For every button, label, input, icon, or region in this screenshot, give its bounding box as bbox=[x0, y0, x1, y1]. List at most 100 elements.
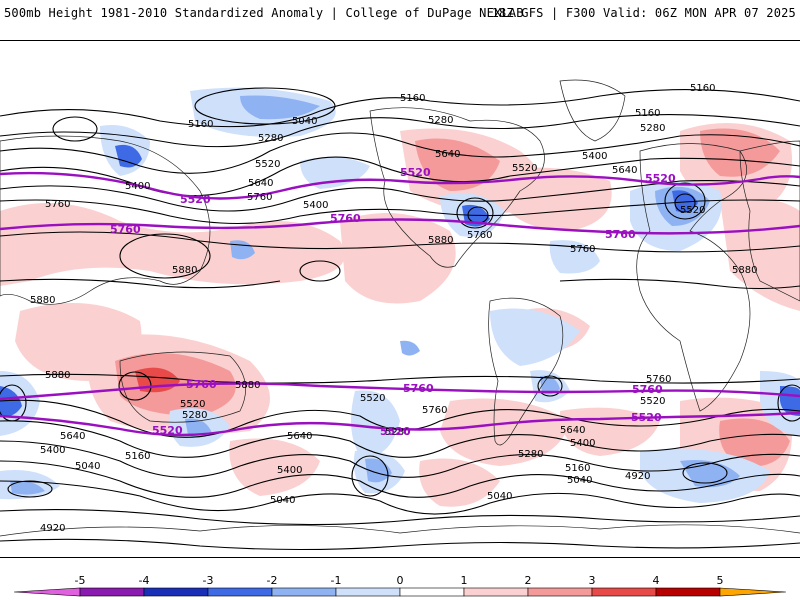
colorbar-swatch bbox=[399, 587, 465, 597]
colorbar-tick-label: -2 bbox=[267, 574, 278, 587]
contour-label: 5400 bbox=[570, 438, 595, 449]
contour-label: 5160 bbox=[188, 119, 213, 130]
contour-line bbox=[0, 180, 800, 212]
anomaly-fill bbox=[500, 167, 612, 231]
contour-label: 5040 bbox=[75, 461, 100, 472]
colorbar-swatch bbox=[79, 587, 145, 597]
coastline bbox=[0, 524, 800, 537]
coastline bbox=[119, 351, 246, 423]
contour-label: 5880 bbox=[428, 235, 453, 246]
contour-label: 5640 bbox=[435, 149, 460, 160]
colorbar-tick-label: 5 bbox=[717, 574, 724, 587]
anomaly-fill bbox=[419, 458, 500, 507]
coastline bbox=[0, 135, 211, 305]
contour-closed bbox=[777, 384, 800, 422]
contour-closed bbox=[351, 455, 389, 497]
anomaly-fill bbox=[549, 240, 600, 274]
anomaly-fill bbox=[720, 197, 800, 311]
contour-line bbox=[0, 460, 800, 498]
coastline bbox=[488, 297, 564, 446]
anomaly-fill bbox=[780, 386, 800, 416]
highlight-label: 5520 bbox=[645, 172, 676, 185]
contour-label: 5760 bbox=[247, 192, 272, 203]
anomaly-fill bbox=[240, 95, 320, 120]
highlight-label: 5760 bbox=[403, 382, 434, 395]
colorbar-legend: -5 -4 -3 -2 -1 0 1 2 3 4 5 bbox=[0, 572, 800, 600]
contour-label: 5880 bbox=[45, 370, 70, 381]
contour-label: 5160 bbox=[125, 451, 150, 462]
contour-label: 5280 bbox=[518, 449, 543, 460]
anomaly-fill bbox=[115, 144, 142, 168]
colorbar-swatch bbox=[719, 587, 787, 597]
colorbar-tick-label: 4 bbox=[653, 574, 660, 587]
contour-label: 5520 bbox=[512, 163, 537, 174]
contour-label: 5280 bbox=[182, 410, 207, 421]
colorbar-ticks: -5 -4 -3 -2 -1 0 1 2 3 4 5 bbox=[75, 574, 724, 587]
model-run-info: 18Z GFS | F300 Valid: 06Z MON APR 07 202… bbox=[491, 6, 796, 20]
contour-5520-north bbox=[0, 171, 800, 200]
contour-label: 4920 bbox=[40, 523, 65, 534]
contour-closed bbox=[664, 182, 706, 220]
contour-closed bbox=[674, 193, 696, 213]
colorbar-tick-label: -5 bbox=[75, 574, 86, 587]
highlight-label: 5760 bbox=[186, 378, 217, 391]
contour-label: 5160 bbox=[400, 93, 425, 104]
contour-label: 5040 bbox=[292, 116, 317, 127]
contour-label: 5280 bbox=[258, 133, 283, 144]
colorbar-tick-label: -1 bbox=[331, 574, 342, 587]
contour-line bbox=[0, 199, 800, 225]
contour-label: 5640 bbox=[248, 178, 273, 189]
colorbar-tick-label: 2 bbox=[525, 574, 532, 587]
contour-closed bbox=[0, 384, 27, 422]
highlight-label: 5520 bbox=[400, 166, 431, 179]
contour-label: 5160 bbox=[690, 83, 715, 94]
contour-label: 5280 bbox=[385, 427, 410, 438]
highlight-contours bbox=[0, 171, 800, 437]
highlight-label: 5520 bbox=[380, 425, 411, 438]
contour-line bbox=[0, 440, 800, 478]
contour-label: 5640 bbox=[60, 431, 85, 442]
contour-label: 5760 bbox=[467, 230, 492, 241]
contour-label: 5400 bbox=[125, 181, 150, 192]
contour-closed bbox=[299, 260, 341, 282]
colorbar-swatch bbox=[655, 587, 721, 597]
contour-label: 5880 bbox=[235, 380, 260, 391]
anomaly-fill bbox=[340, 213, 456, 304]
colorbar-tick-label: 3 bbox=[589, 574, 596, 587]
contour-label: 5400 bbox=[40, 445, 65, 456]
colorbar-swatch bbox=[271, 587, 337, 597]
highlight-label: 5520 bbox=[152, 424, 183, 437]
colorbar-swatch bbox=[13, 587, 81, 597]
contour-line bbox=[0, 420, 800, 458]
colorbar-svg: -5 -4 -3 -2 -1 0 1 2 3 4 5 bbox=[13, 574, 787, 597]
map-title: 500mb Height 1981-2010 Standardized Anom… bbox=[4, 6, 524, 20]
contour-label: 5520 bbox=[360, 393, 385, 404]
colorbar-tick-label: 0 bbox=[397, 574, 404, 587]
anomaly-fill bbox=[440, 398, 570, 466]
anomaly-fill bbox=[0, 386, 22, 417]
highlight-label: 5760 bbox=[330, 212, 361, 225]
contour-closed bbox=[7, 480, 53, 498]
colorbar-swatch bbox=[207, 587, 273, 597]
colorbar-swatch bbox=[143, 587, 209, 597]
contour-label: 5760 bbox=[570, 244, 595, 255]
contour-label: 5640 bbox=[287, 431, 312, 442]
anomaly-fill bbox=[415, 138, 500, 191]
contour-label: 5040 bbox=[567, 475, 592, 486]
contour-line bbox=[0, 509, 800, 526]
contour-label: 5280 bbox=[428, 115, 453, 126]
colorbar-tick-label: -4 bbox=[139, 574, 150, 587]
contour-label: 5160 bbox=[565, 463, 590, 474]
highlight-label: 5760 bbox=[632, 383, 663, 396]
anomaly-fill bbox=[229, 438, 320, 496]
contour-label: 5880 bbox=[732, 265, 757, 276]
contour-closed bbox=[682, 462, 728, 484]
contour-label: 5880 bbox=[30, 295, 55, 306]
header: 500mb Height 1981-2010 Standardized Anom… bbox=[0, 0, 800, 38]
contour-label: 5160 bbox=[635, 108, 660, 119]
contour-label: 5280 bbox=[640, 123, 665, 134]
contour-label: 5040 bbox=[487, 491, 512, 502]
contour-label: 5520 bbox=[180, 399, 205, 410]
contour-label: 5040 bbox=[270, 495, 295, 506]
highlight-contour-labels: 5520 5520 5520 5760 5760 5760 5760 5760 … bbox=[110, 166, 676, 438]
